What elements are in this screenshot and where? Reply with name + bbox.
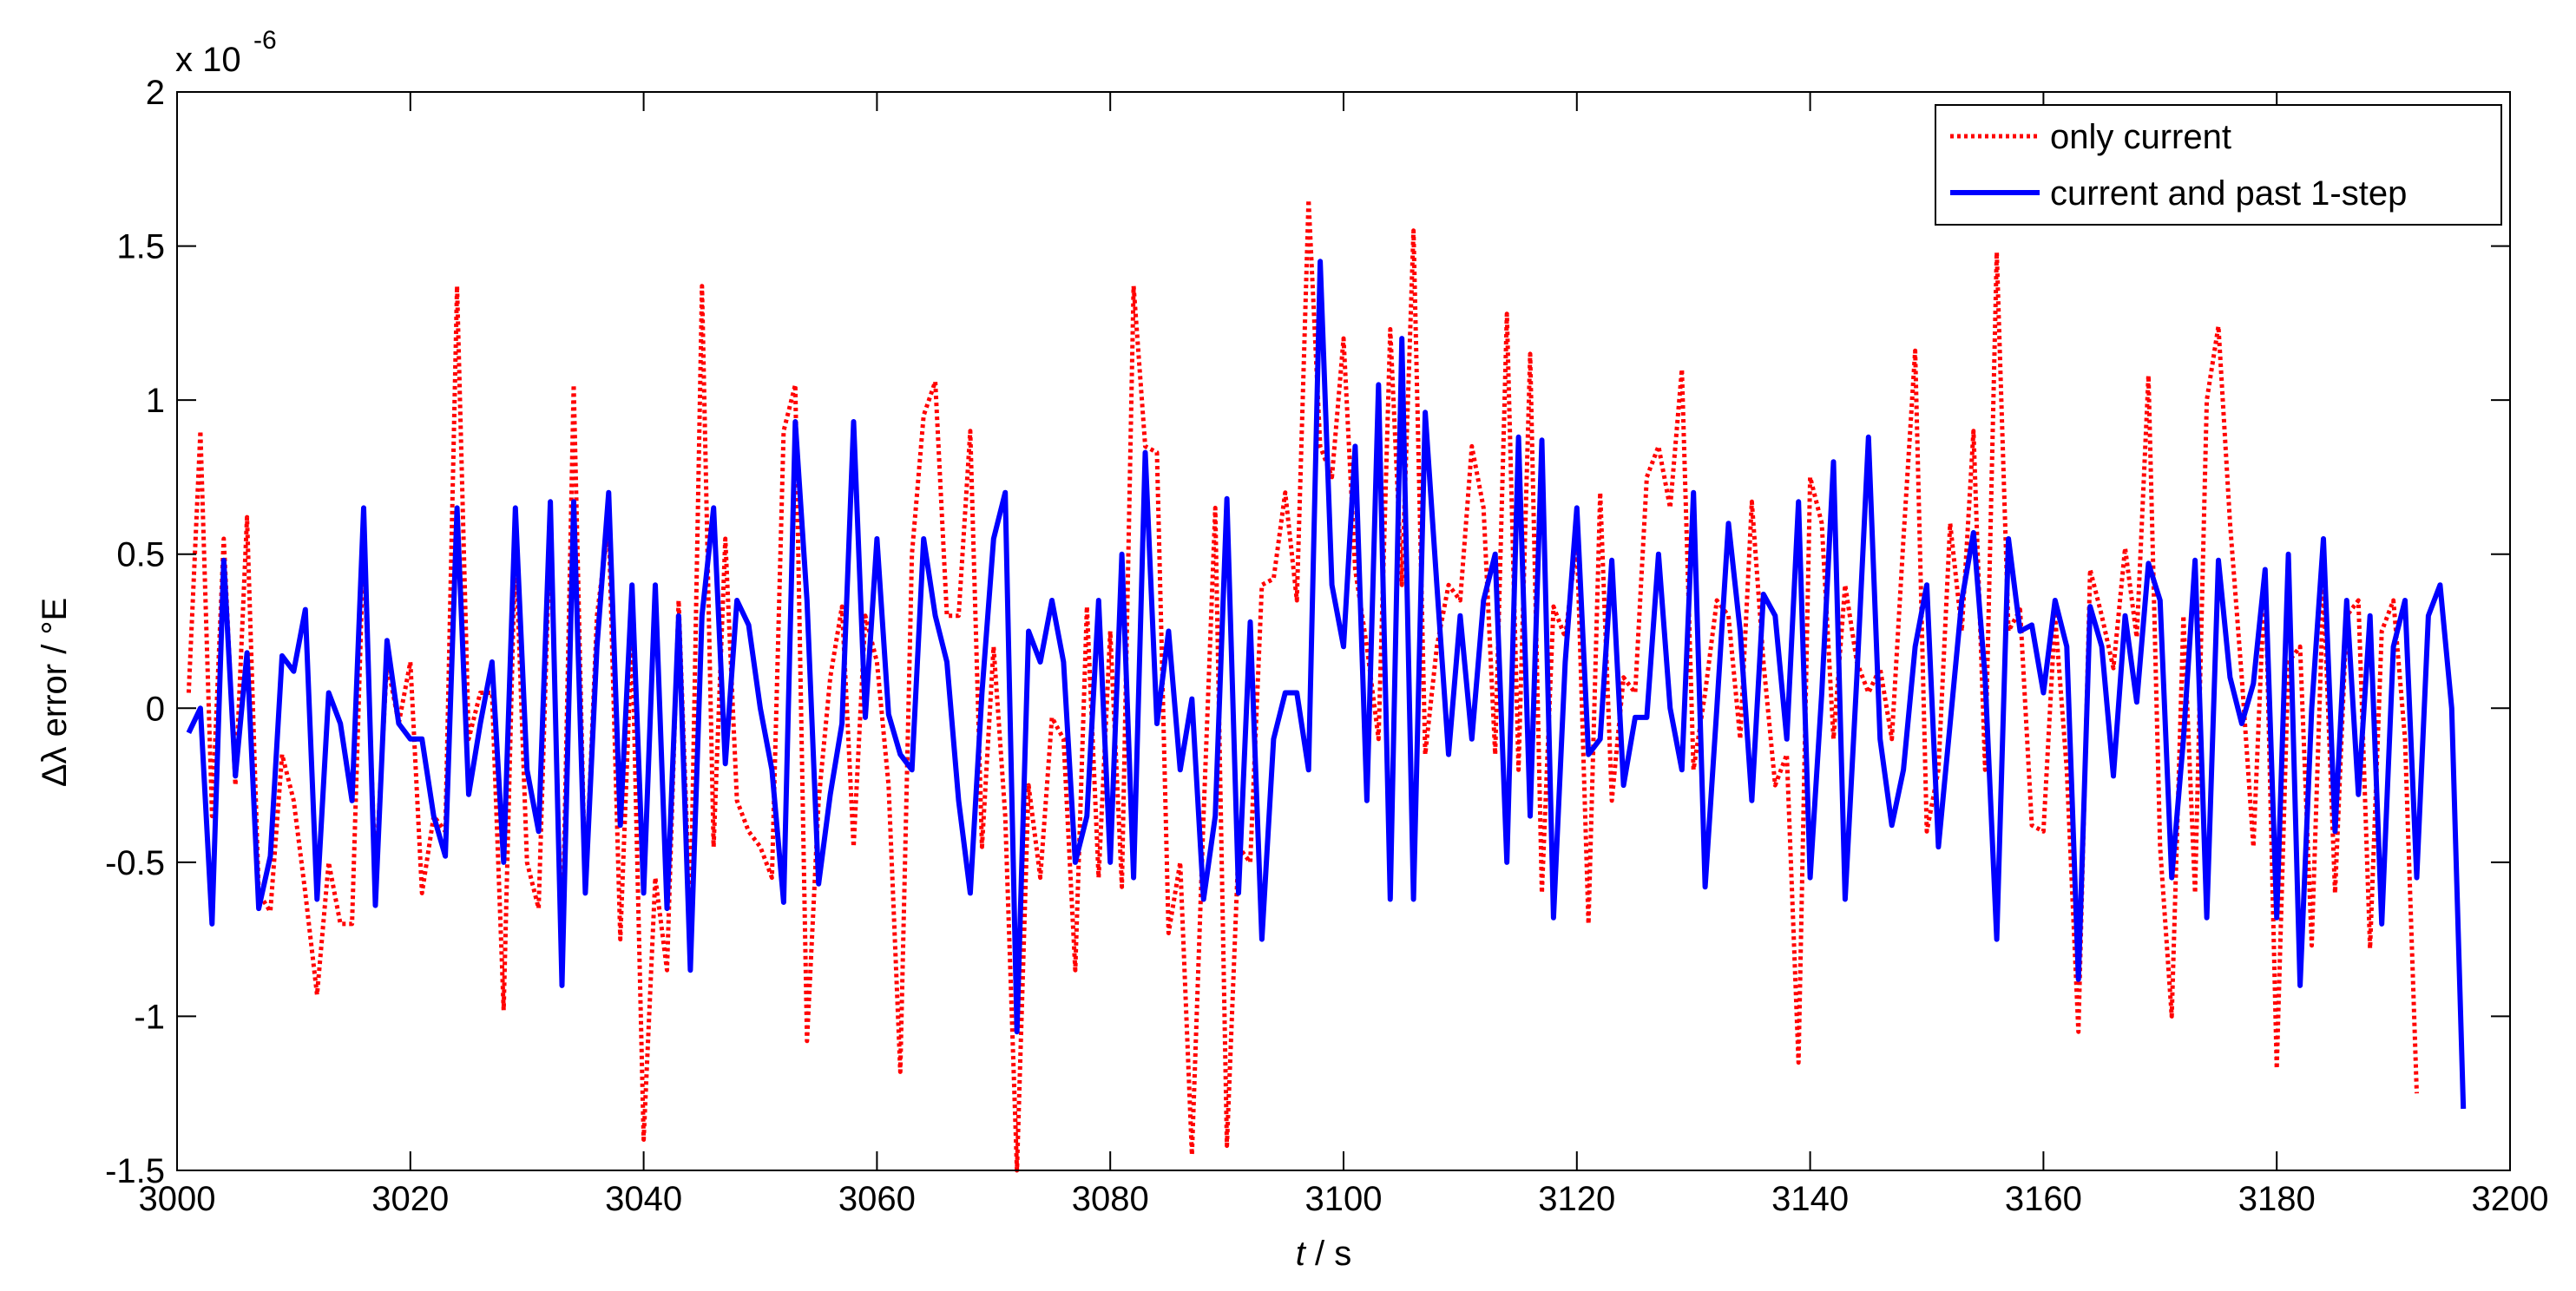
y-tick-label: -1 bbox=[134, 998, 165, 1036]
legend: only current current and past 1-step bbox=[1935, 104, 2502, 226]
y-exponent-power: -6 bbox=[253, 26, 277, 55]
x-tick-label: 3140 bbox=[1771, 1180, 1849, 1218]
x-tick-label: 3020 bbox=[371, 1180, 449, 1218]
x-tick-label: 3080 bbox=[1072, 1180, 1149, 1218]
y-tick-label: 0 bbox=[146, 690, 165, 728]
y-axis-label: Δλ error / °E bbox=[36, 598, 74, 787]
x-axis-label: t / s bbox=[1296, 1235, 1351, 1273]
x-tick-label: 3000 bbox=[139, 1180, 216, 1218]
x-tick-label: 3040 bbox=[605, 1180, 682, 1218]
legend-label-current-and-past: current and past 1-step bbox=[2050, 174, 2407, 213]
plot-area: 3000 3020 3040 3060 3080 3100 3120 3140 3160 3180… bbox=[105, 74, 2548, 1218]
x-axis-label-var: t bbox=[1296, 1235, 1307, 1273]
x-tick-label: 3160 bbox=[2005, 1180, 2082, 1218]
y-tick-label: -0.5 bbox=[105, 844, 165, 882]
y-tick-label: 1 bbox=[146, 382, 165, 420]
y-tick-label: 0.5 bbox=[116, 536, 165, 574]
x-axis-label-unit: / s bbox=[1305, 1235, 1351, 1273]
x-tick-label: 3060 bbox=[838, 1180, 916, 1218]
y-tick-label: -1.5 bbox=[105, 1152, 165, 1190]
legend-label-only-current: only current bbox=[2050, 118, 2231, 156]
y-tick-label: 1.5 bbox=[116, 228, 165, 266]
x-tick-label: 3120 bbox=[1538, 1180, 1615, 1218]
x-tick-label: 3200 bbox=[2472, 1180, 2549, 1218]
x-tick-label: 3100 bbox=[1305, 1180, 1383, 1218]
legend-box bbox=[1935, 104, 2502, 226]
y-exponent-base: x 10 bbox=[175, 41, 241, 79]
x-tick-label: 3180 bbox=[2238, 1180, 2316, 1218]
y-tick-label: 2 bbox=[146, 74, 165, 112]
series-line-current-and-past-1-step bbox=[186, 259, 2467, 1110]
